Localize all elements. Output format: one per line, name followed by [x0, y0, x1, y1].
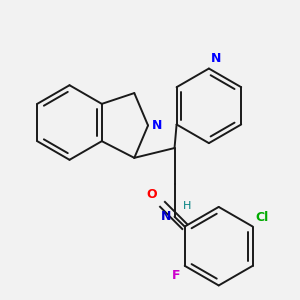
Text: O: O: [146, 188, 157, 201]
Text: N: N: [161, 210, 172, 223]
Text: H: H: [182, 201, 191, 211]
Text: N: N: [152, 119, 162, 132]
Text: Cl: Cl: [256, 211, 269, 224]
Text: N: N: [211, 52, 221, 64]
Text: F: F: [172, 269, 181, 282]
